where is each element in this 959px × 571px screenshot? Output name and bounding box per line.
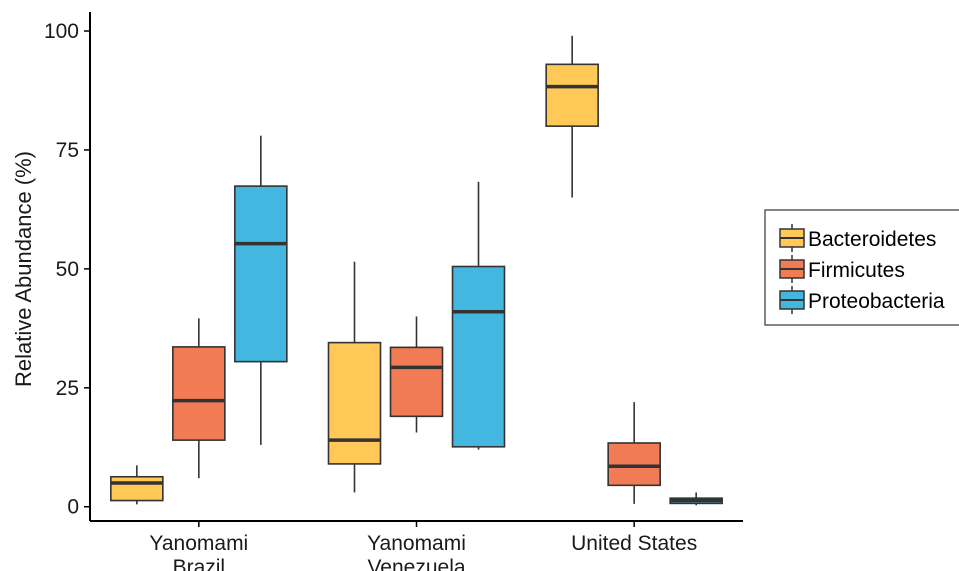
box-bacteroidetes bbox=[327, 261, 382, 493]
y-tick-label: 0 bbox=[67, 496, 79, 519]
y-tick-label: 100 bbox=[44, 20, 79, 43]
box-firmicutes bbox=[389, 316, 444, 433]
legend: Bacteroidetes Firmicutes Proteobacteria bbox=[764, 209, 959, 326]
y-tick-label: 25 bbox=[56, 377, 79, 400]
box-iqr bbox=[172, 346, 226, 441]
y-axis-title: Relative Abundance (%) bbox=[11, 151, 36, 387]
legend-label: Proteobacteria bbox=[808, 290, 945, 313]
x-tick-label: Yanomami bbox=[149, 532, 248, 555]
boxes-layer bbox=[110, 35, 723, 506]
box-iqr bbox=[110, 475, 164, 502]
legend-label: Bacteroidetes bbox=[808, 228, 936, 251]
box-proteobacteria bbox=[451, 181, 506, 450]
y-tick-label: 75 bbox=[56, 139, 79, 162]
box-firmicutes bbox=[172, 318, 226, 479]
legend-item: Proteobacteria bbox=[779, 286, 945, 314]
box-iqr bbox=[234, 185, 288, 363]
box-iqr bbox=[389, 346, 444, 418]
box-iqr bbox=[451, 265, 506, 448]
box-bacteroidetes bbox=[545, 35, 599, 198]
box-iqr bbox=[327, 341, 382, 465]
x-tick-label: Venezuela bbox=[367, 556, 465, 571]
x-tick-label: United States bbox=[571, 532, 697, 555]
box-firmicutes bbox=[607, 402, 661, 504]
box-proteobacteria bbox=[669, 492, 723, 506]
legend-label: Firmicutes bbox=[808, 259, 905, 282]
box-bacteroidetes bbox=[110, 465, 164, 505]
y-ticks: 0 25 50 75 100 bbox=[44, 20, 90, 519]
legend-items: Bacteroidetes Firmicutes Proteobacteria bbox=[779, 224, 945, 314]
x-tick-label: Yanomami bbox=[367, 532, 466, 555]
box-proteobacteria bbox=[234, 135, 288, 445]
y-tick-label: 50 bbox=[56, 258, 79, 281]
box-iqr bbox=[607, 442, 661, 487]
box-iqr bbox=[545, 63, 599, 127]
legend-item: Bacteroidetes bbox=[779, 224, 936, 252]
legend-item: Firmicutes bbox=[779, 255, 905, 283]
x-tick-label: Brazil bbox=[173, 556, 226, 571]
